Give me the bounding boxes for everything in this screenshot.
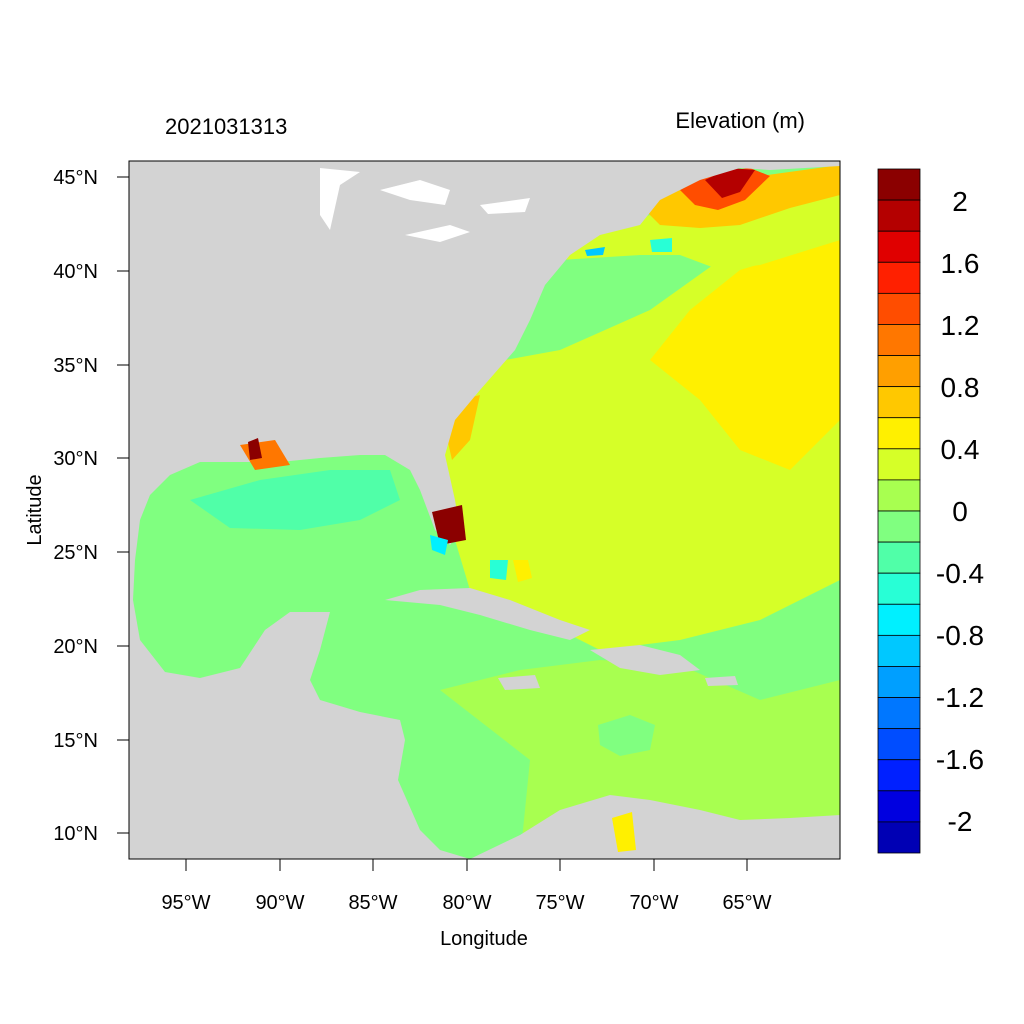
y-tick-label: 35°N [53,355,98,377]
florida-bay-low [430,535,448,555]
cuba [385,588,590,640]
lake-maracaibo-overlay [612,812,636,852]
north-america-landmass [129,161,840,859]
caribbean-pocket [598,715,655,756]
puerto-rico [705,676,738,686]
lake-huron [380,180,450,205]
atlantic-high-zone [650,240,840,470]
colorbar-box [877,634,921,667]
y-tick-label: 10°N [53,823,98,845]
colorbar-box [877,790,921,823]
y-tick-label: 40°N [53,261,98,283]
long-island-low [585,247,605,256]
colorbar-box [877,168,921,201]
colorbar-box [877,199,921,232]
colorbar-box [877,510,921,543]
map-frame [128,160,841,860]
lake-michigan [320,168,360,230]
colorbar-label: 2 [952,186,968,217]
colorbar-box [877,541,921,574]
colorbar-box [877,292,921,325]
x-tick-label: 90°W [255,892,304,914]
x-tick-label: 85°W [348,892,397,914]
colorbar-label: 0.8 [941,372,980,403]
south-florida-surge [432,505,466,545]
lake-ontario [480,198,530,214]
x-axis: 95°W 90°W 85°W 80°W 75°W 70°W 65°W [161,859,772,914]
colorbar-label: 0 [952,496,968,527]
bay-of-fundy-peak [705,168,755,198]
x-tick-label: 70°W [629,892,678,914]
colorbar-label: 1.2 [941,310,980,341]
colorbar-label: -0.8 [936,620,984,651]
colorbar-box [877,386,921,419]
colorbar-box [877,479,921,512]
colorbar-box [877,759,921,792]
colorbar-box [877,448,921,481]
x-tick-label: 65°W [722,892,771,914]
shelf-zone [490,180,840,360]
colorbar-box [877,666,921,698]
colorbar-label: -2 [948,806,973,837]
colorbar-boxes [877,168,921,854]
caribbean-zone [440,660,840,859]
colorbar-box [877,355,921,388]
hispaniola [590,645,700,675]
y-axis: 45°N 40°N 35°N 30°N 25°N 20°N 15°N 10°N [53,167,129,845]
x-axis-label: Longitude [440,928,528,950]
colorbar: 2 1.6 1.2 0.8 0.4 0 -0.4 -0.8 -1.2 -1.6 … [877,168,984,854]
y-tick-label: 20°N [53,636,98,658]
colorbar-label: 1.6 [941,248,980,279]
bahamas-bank [513,560,532,582]
south-america-landmass [470,795,840,859]
colorbar-box [877,821,921,854]
y-tick-label: 25°N [53,542,98,564]
map-panel [129,161,840,859]
variable-title: Elevation (m) [675,108,805,133]
colorbar-label: 0.4 [941,434,980,465]
colorbar-box [877,261,921,294]
colorbar-box [877,417,921,450]
y-tick-label: 45°N [53,167,98,189]
lake-erie [405,225,470,242]
colorbar-box [877,697,921,730]
colorbar-box [877,728,921,761]
cape-cod-low [650,238,672,252]
colorbar-box [877,230,921,263]
jamaica [498,675,540,690]
colorbar-box [877,572,921,605]
gulf-low-zone [190,470,400,530]
y-tick-label: 30°N [53,448,98,470]
bahamas-low [490,560,508,580]
colorbar-label: -1.6 [936,744,984,775]
x-tick-label: 75°W [535,892,584,914]
colorbar-label: -0.4 [936,558,984,589]
y-axis-label: Latitude [24,474,46,545]
colorbar-label: -1.2 [936,682,984,713]
colorbar-box [877,603,921,636]
y-tick-label: 15°N [53,730,98,752]
x-tick-label: 80°W [442,892,491,914]
colorbar-box [877,324,921,356]
louisiana-peak [248,438,262,460]
x-tick-label: 95°W [161,892,210,914]
date-title: 2021031313 [165,114,287,139]
